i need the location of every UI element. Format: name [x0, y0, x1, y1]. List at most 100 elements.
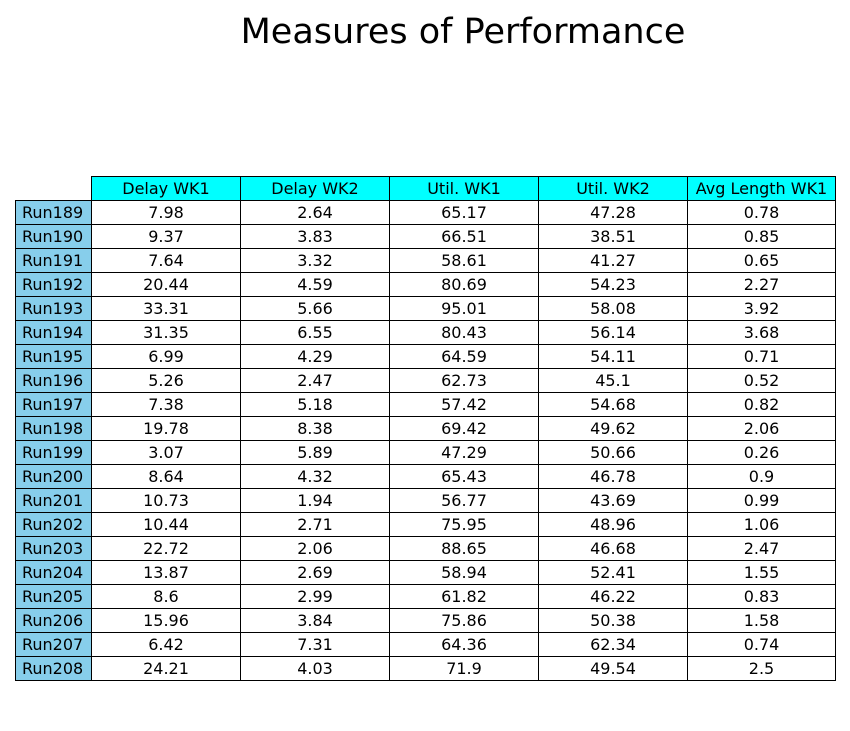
table-cell: 0.26: [687, 440, 836, 465]
table-cell: 9.37: [91, 224, 241, 249]
row-header: Run190: [15, 224, 92, 249]
row-header: Run197: [15, 392, 92, 417]
table-cell: 65.43: [389, 464, 539, 489]
table-cell: 7.31: [240, 632, 390, 657]
table-cell: 58.08: [538, 296, 688, 321]
table-cell: 56.77: [389, 488, 539, 513]
row-header: Run201: [15, 488, 92, 513]
column-header: Delay WK2: [240, 176, 390, 201]
row-header: Run199: [15, 440, 92, 465]
table-row: Run207 6.42 7.31 64.36 62.34 0.74: [15, 632, 836, 657]
table-cell: 56.14: [538, 320, 688, 345]
table-cell: 0.82: [687, 392, 836, 417]
table-cell: 2.27: [687, 272, 836, 297]
table-cell: 46.68: [538, 536, 688, 561]
table-row: Run194 31.35 6.55 80.43 56.14 3.68: [15, 320, 836, 345]
table-row: Run193 33.31 5.66 95.01 58.08 3.92: [15, 296, 836, 321]
row-header: Run191: [15, 248, 92, 273]
table-cell: 0.9: [687, 464, 836, 489]
table-cell: 2.99: [240, 584, 390, 609]
table-cell: 50.66: [538, 440, 688, 465]
table-cell: 3.83: [240, 224, 390, 249]
table-cell: 5.26: [91, 368, 241, 393]
performance-table-container: Delay WK1 Delay WK2 Util. WK1 Util. WK2 Avg …: [15, 176, 836, 681]
table-cell: 58.61: [389, 248, 539, 273]
row-header: Run196: [15, 368, 92, 393]
chart-title: Measures of Performance: [240, 12, 686, 52]
row-header: Run206: [15, 608, 92, 633]
table-cell: 8.64: [91, 464, 241, 489]
table-cell: 66.51: [389, 224, 539, 249]
table-cell: 88.65: [389, 536, 539, 561]
column-header: Avg Length WK1: [687, 176, 836, 201]
row-header: Run195: [15, 344, 92, 369]
row-header: Run203: [15, 536, 92, 561]
table-cell: 80.43: [389, 320, 539, 345]
table-cell: 6.42: [91, 632, 241, 657]
row-header: Run194: [15, 320, 92, 345]
table-cell: 3.07: [91, 440, 241, 465]
table-cell: 31.35: [91, 320, 241, 345]
table-row: Run196 5.26 2.47 62.73 45.1 0.52: [15, 368, 836, 393]
table-cell: 1.58: [687, 608, 836, 633]
table-cell: 33.31: [91, 296, 241, 321]
table-cell: 4.03: [240, 656, 390, 681]
table-row: Run201 10.73 1.94 56.77 43.69 0.99: [15, 488, 836, 513]
table-cell: 38.51: [538, 224, 688, 249]
table-row: Run198 19.78 8.38 69.42 49.62 2.06: [15, 416, 836, 441]
table-cell: 7.64: [91, 248, 241, 273]
table-cell: 2.06: [687, 416, 836, 441]
column-header: Util. WK2: [538, 176, 688, 201]
table-row: Run204 13.87 2.69 58.94 52.41 1.55: [15, 560, 836, 585]
table-cell: 64.59: [389, 344, 539, 369]
table-cell: 6.99: [91, 344, 241, 369]
table-row: Run205 8.6 2.99 61.82 46.22 0.83: [15, 584, 836, 609]
table-cell: 61.82: [389, 584, 539, 609]
performance-table: Delay WK1 Delay WK2 Util. WK1 Util. WK2 Avg …: [15, 176, 836, 681]
table-cell: 47.28: [538, 200, 688, 225]
table-cell: 58.94: [389, 560, 539, 585]
table-cell: 41.27: [538, 248, 688, 273]
column-header: Util. WK1: [389, 176, 539, 201]
table-row: Run190 9.37 3.83 66.51 38.51 0.85: [15, 224, 836, 249]
table-cell: 5.66: [240, 296, 390, 321]
table-row: Run195 6.99 4.29 64.59 54.11 0.71: [15, 344, 836, 369]
row-header: Run205: [15, 584, 92, 609]
table-cell: 20.44: [91, 272, 241, 297]
table-cell: 1.55: [687, 560, 836, 585]
table-cell: 50.38: [538, 608, 688, 633]
table-cell: 75.86: [389, 608, 539, 633]
table-cell: 0.65: [687, 248, 836, 273]
row-header: Run207: [15, 632, 92, 657]
table-cell: 47.29: [389, 440, 539, 465]
table-cell: 0.85: [687, 224, 836, 249]
table-cell: 4.32: [240, 464, 390, 489]
table-cell: 71.9: [389, 656, 539, 681]
table-cell: 1.06: [687, 512, 836, 537]
table-cell: 4.29: [240, 344, 390, 369]
table-row: Run197 7.38 5.18 57.42 54.68 0.82: [15, 392, 836, 417]
table-cell: 3.84: [240, 608, 390, 633]
table-cell: 43.69: [538, 488, 688, 513]
table-cell: 54.11: [538, 344, 688, 369]
table-row: Run208 24.21 4.03 71.9 49.54 2.5: [15, 656, 836, 681]
table-cell: 2.71: [240, 512, 390, 537]
table-header: Delay WK1 Delay WK2 Util. WK1 Util. WK2 Avg …: [16, 176, 836, 201]
table-cell: 46.22: [538, 584, 688, 609]
table-cell: 52.41: [538, 560, 688, 585]
table-cell: 2.69: [240, 560, 390, 585]
table-cell: 0.74: [687, 632, 836, 657]
table-row: Run202 10.44 2.71 75.95 48.96 1.06: [15, 512, 836, 537]
table-cell: 3.92: [687, 296, 836, 321]
table-cell: 62.34: [538, 632, 688, 657]
table-cell: 3.68: [687, 320, 836, 345]
table-cell: 13.87: [91, 560, 241, 585]
row-header: Run192: [15, 272, 92, 297]
table-cell: 10.73: [91, 488, 241, 513]
table-cell: 15.96: [91, 608, 241, 633]
table-cell: 5.89: [240, 440, 390, 465]
table-cell: 0.52: [687, 368, 836, 393]
table-cell: 2.5: [687, 656, 836, 681]
table-row: Run192 20.44 4.59 80.69 54.23 2.27: [15, 272, 836, 297]
row-header: Run202: [15, 512, 92, 537]
